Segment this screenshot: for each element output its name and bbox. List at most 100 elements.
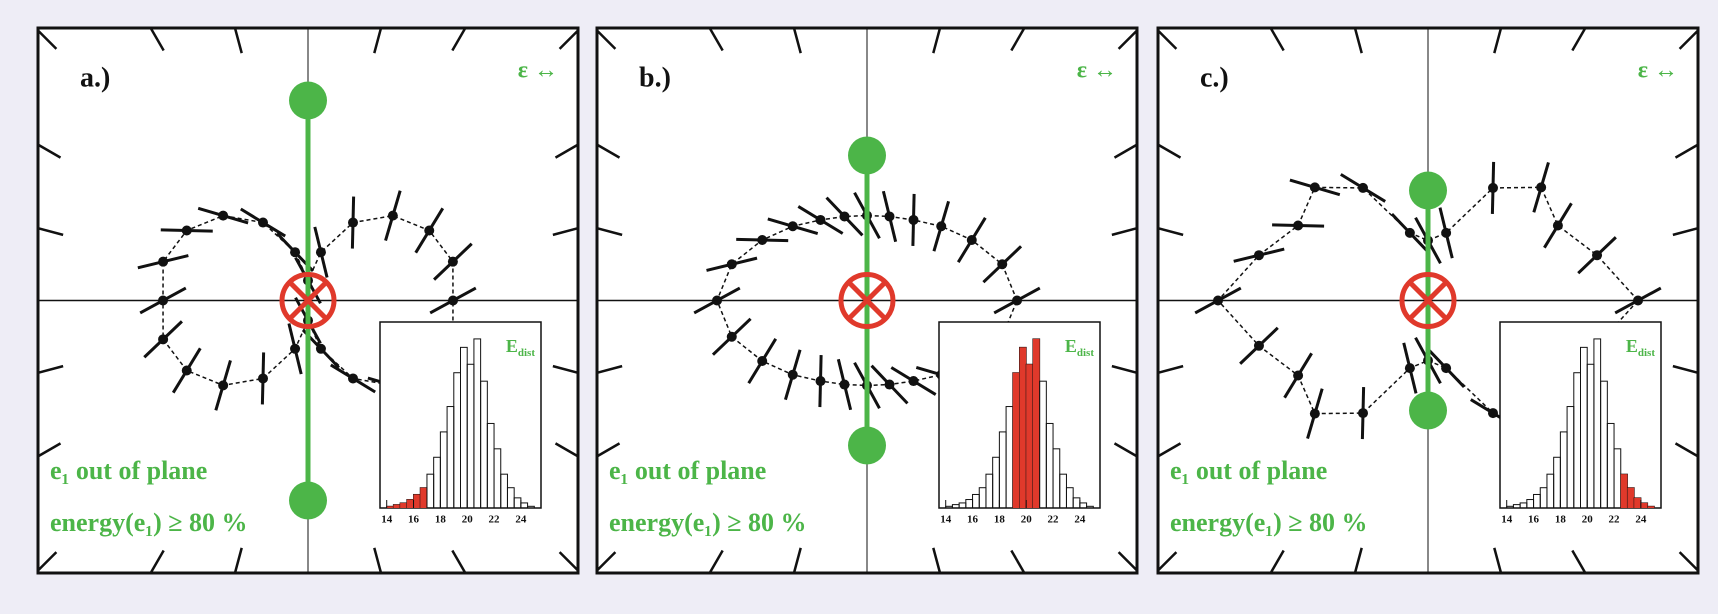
selected-bar (386, 506, 394, 508)
polar-point (1213, 295, 1223, 306)
border-dash (1672, 364, 1699, 375)
panel-label: c.) (1200, 62, 1229, 93)
border-dash (1269, 27, 1285, 52)
border-dash (708, 27, 724, 52)
polar-point (1404, 227, 1415, 238)
polar-point (839, 379, 850, 390)
inset-tick-label: 14 (940, 514, 952, 526)
border-dash (1113, 442, 1138, 458)
border-dash (233, 547, 243, 574)
polar-point (1309, 408, 1320, 419)
panel: c.) ε ↔ e₁ out of plane energy(e₁) ≥ 80 % 14… (1156, 26, 1700, 575)
border-dash (1113, 143, 1138, 159)
border-dash (1111, 364, 1138, 375)
polar-point (158, 256, 169, 267)
inset-tick-label: 22 (1048, 514, 1060, 526)
polar-point (258, 373, 268, 384)
border-dash (1157, 551, 1178, 572)
selected-bar (413, 494, 421, 508)
polar-point (181, 365, 192, 376)
border-dash (37, 29, 58, 50)
polar-point (787, 369, 798, 380)
inset-label: Edist (506, 336, 535, 358)
caption: e₁ out of plane (50, 456, 207, 485)
border-dash (1157, 442, 1182, 458)
polar-point (757, 235, 768, 245)
border-dash (1678, 551, 1699, 572)
polar-point (1536, 182, 1547, 193)
inset-label-sub: dist (518, 347, 535, 359)
inset-tick-label: 20 (462, 514, 474, 526)
border-dash (1117, 29, 1138, 50)
selected-bar (1634, 497, 1641, 508)
panel-label: a.) (80, 62, 110, 93)
border-dash (373, 27, 383, 54)
polar-point (290, 343, 301, 354)
border-dash (1571, 549, 1587, 574)
selected-bar (1620, 474, 1628, 508)
selected-bar (420, 487, 427, 508)
marker (289, 481, 327, 520)
border-dash (233, 27, 243, 54)
inset-tick-label: 24 (1635, 514, 1647, 526)
border-dash (552, 364, 579, 375)
border-dash (554, 143, 579, 159)
selected-bar (1647, 506, 1655, 508)
polar-point (884, 211, 895, 222)
polar-point (908, 376, 919, 387)
panel-label: b.) (639, 62, 671, 93)
polar-point (1309, 182, 1320, 193)
border-dash (552, 226, 579, 237)
inset-tick-label: 24 (1074, 514, 1086, 526)
border-dash (149, 27, 165, 52)
selected-bar (1640, 502, 1648, 508)
selected-bar (400, 502, 407, 508)
border-dash (1493, 547, 1503, 574)
inset-tick-label: 16 (408, 514, 420, 526)
polar-point (315, 343, 326, 354)
inset-label-sub: dist (1077, 347, 1094, 359)
selected-bar (1026, 364, 1033, 508)
selected-bar (1019, 347, 1027, 508)
selected-bar (1627, 487, 1635, 508)
polar-point (158, 295, 168, 306)
polar-point (787, 221, 798, 232)
polar-point (387, 210, 398, 221)
border-dash (1010, 549, 1026, 574)
inset-label: Edist (1065, 336, 1094, 358)
legend-label: ε ↔ (1638, 58, 1678, 84)
inset-label-sub: dist (1638, 347, 1655, 359)
polar-point (1358, 408, 1368, 419)
marker (1409, 171, 1447, 210)
legend-label: ε ↔ (1077, 58, 1117, 84)
polar-point (839, 211, 850, 222)
inset-tick-label: 14 (381, 514, 393, 526)
border-dash (1672, 226, 1699, 237)
border-dash (1678, 29, 1699, 50)
marker (848, 136, 886, 175)
border-dash (932, 547, 942, 574)
beam-symbol (1408, 280, 1448, 321)
polar-point (258, 217, 268, 228)
polar-point (1441, 227, 1452, 238)
polar-point (218, 210, 229, 221)
polar-point (447, 256, 458, 267)
histogram-bar (527, 505, 535, 509)
inset-tick-label: 16 (1528, 514, 1540, 526)
polar-point (726, 331, 737, 342)
polar-point (936, 221, 947, 232)
border-dash (1571, 27, 1587, 52)
border-dash (37, 226, 64, 237)
polar-point (218, 380, 229, 391)
border-dash (596, 364, 623, 375)
polar-point (1293, 220, 1304, 231)
border-dash (596, 442, 621, 458)
beam-symbol (838, 272, 896, 329)
selected-bar (393, 504, 401, 508)
polar-point (726, 259, 737, 270)
inset-tick-label: 18 (1555, 514, 1567, 526)
marker (289, 81, 327, 120)
polar-point (424, 225, 435, 236)
border-dash (1157, 29, 1178, 50)
